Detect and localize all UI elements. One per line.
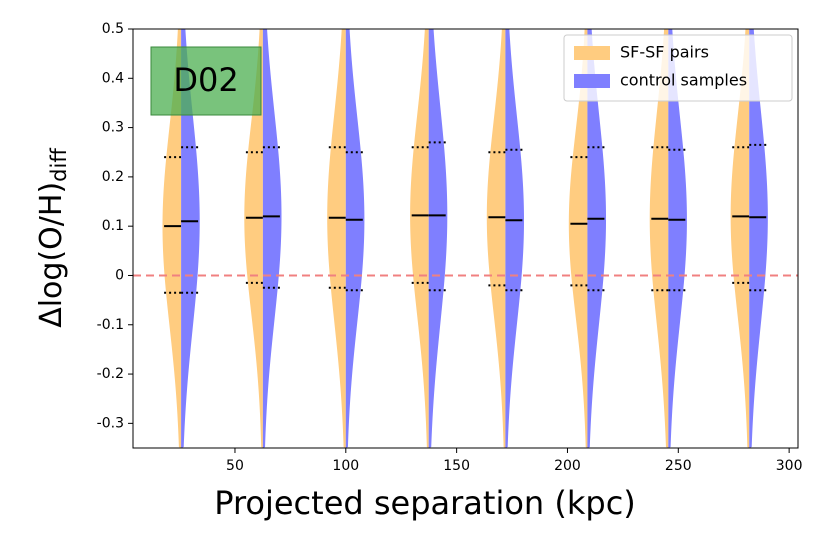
violin-half: [244, 29, 263, 448]
legend-box: [563, 34, 793, 102]
legend-swatch: [574, 74, 610, 88]
x-tick-label: 200: [554, 458, 581, 474]
violin-half: [428, 29, 448, 448]
x-tick-label: 100: [332, 458, 359, 474]
y-tick-label: -0.2: [97, 366, 124, 382]
violin-half: [505, 29, 524, 448]
violin-half: [345, 29, 365, 448]
y-tick-label: 0.4: [102, 70, 124, 86]
annotation: D02: [173, 61, 238, 99]
y-axis-label: Δlog(O/H)diff: [34, 148, 72, 328]
x-tick-label: 50: [226, 458, 244, 474]
plot-frame: [132, 28, 799, 449]
violin-half: [162, 29, 182, 448]
y-tick-label: 0.2: [102, 169, 124, 185]
legend-label: control samples: [620, 71, 747, 90]
legend-swatch: [574, 46, 610, 60]
violin-half: [181, 29, 200, 448]
violin-half: [668, 29, 687, 448]
violin-half: [486, 29, 506, 448]
x-tick-label: 150: [443, 458, 470, 474]
violin-half: [410, 29, 429, 448]
legend-label: SF-SF pairs: [620, 43, 709, 62]
violin-half: [730, 29, 750, 448]
x-axis-label: Projected separation (kpc): [214, 484, 636, 522]
violin-half: [327, 29, 346, 448]
annotation-box: [150, 46, 262, 116]
y-label-sub: diff: [47, 148, 71, 182]
y-tick-label: 0: [115, 267, 124, 283]
x-tick-label: 300: [776, 458, 803, 474]
violin-half: [262, 29, 282, 448]
violin-half: [568, 29, 588, 448]
y-tick-label: -0.1: [97, 317, 124, 333]
violin-half: [749, 29, 768, 448]
violin-half: [587, 29, 607, 448]
plot: [162, 29, 768, 448]
y-tick-label: -0.3: [97, 415, 124, 431]
y-tick-label: 0.3: [102, 120, 124, 136]
y-label-main: Δlog(O/H): [34, 182, 69, 328]
y-tick-label: 0.1: [102, 218, 124, 234]
violin-half: [649, 29, 669, 448]
y-tick-label: 0.5: [102, 21, 124, 37]
x-tick-label: 250: [665, 458, 692, 474]
